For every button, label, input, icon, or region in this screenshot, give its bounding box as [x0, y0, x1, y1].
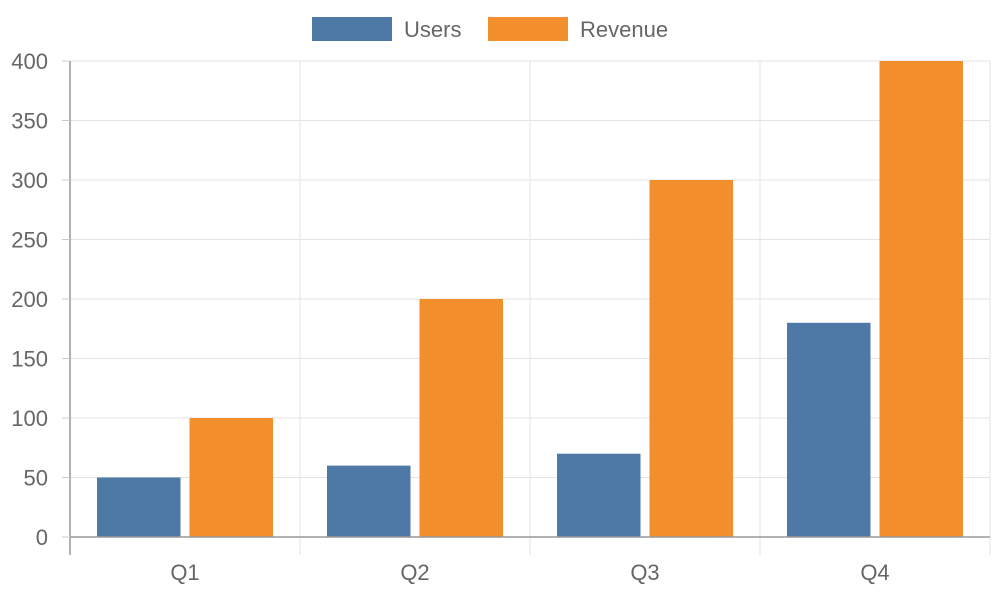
y-tick-label-0: 0 [36, 525, 48, 550]
x-tick-label-q4: Q4 [860, 560, 889, 585]
x-axis-ticks: Q1 Q2 Q3 Q4 [170, 560, 889, 585]
bar-users-q1 [97, 477, 181, 537]
legend-label-users: Users [404, 17, 461, 42]
y-tick-label-6: 300 [11, 168, 48, 193]
x-tick-label-q1: Q1 [170, 560, 199, 585]
legend-label-revenue: Revenue [580, 17, 668, 42]
bar-revenue-q3 [649, 180, 733, 537]
x-tick-label-q3: Q3 [630, 560, 659, 585]
bar-revenue-q4 [879, 61, 963, 537]
bar-revenue-q1 [189, 418, 273, 537]
y-tick-label-3: 150 [11, 347, 48, 372]
bar-users-q2 [327, 465, 411, 537]
y-tick-label-8: 400 [11, 49, 48, 74]
legend-swatch-users [312, 17, 392, 41]
legend: Users Revenue [312, 17, 668, 42]
legend-swatch-revenue [488, 17, 568, 41]
y-tick-label-5: 250 [11, 228, 48, 253]
legend-item-users[interactable]: Users [312, 17, 461, 42]
y-tick-label-4: 200 [11, 287, 48, 312]
y-tick-label-7: 350 [11, 109, 48, 134]
x-tick-label-q2: Q2 [400, 560, 429, 585]
bar-users-q4 [787, 322, 871, 537]
y-tick-label-2: 100 [11, 406, 48, 431]
bars [97, 61, 963, 537]
bar-revenue-q2 [419, 299, 503, 537]
axes [69, 61, 990, 555]
legend-item-revenue[interactable]: Revenue [488, 17, 668, 42]
y-tick-label-1: 50 [24, 466, 48, 491]
y-axis-ticks: 0 50 100 150 200 250 300 350 400 [11, 49, 70, 550]
bar-users-q3 [557, 453, 641, 537]
